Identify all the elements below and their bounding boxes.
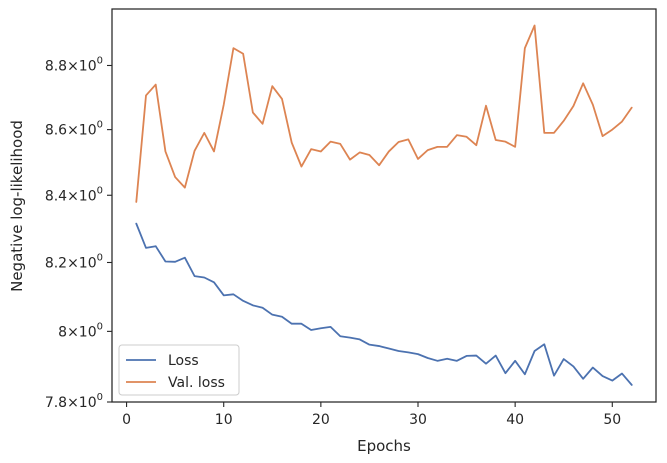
x-tick-label: 10	[215, 412, 233, 428]
x-axis-label: Epochs	[357, 437, 411, 455]
y-tick-label: 8.8×100	[45, 55, 103, 74]
x-tick-label: 20	[312, 412, 330, 428]
legend: Loss Val. loss	[118, 344, 240, 396]
x-axis: 0 10 20 30 40 50	[122, 402, 621, 428]
y-axis: 7.8×100 8×100 8.2×100 8.4×100 8.6×100 8.8×100	[45, 55, 112, 411]
x-tick-label: 30	[409, 412, 427, 428]
y-tick-label: 8.2×100	[45, 252, 103, 271]
series-layer	[135, 24, 633, 386]
x-tick-label: 0	[122, 412, 131, 428]
legend-label-loss: Loss	[168, 353, 199, 369]
x-tick-label: 40	[506, 412, 524, 428]
series-line-loss	[135, 222, 633, 386]
series-line-val-loss	[135, 24, 633, 203]
legend-label-val-loss: Val. loss	[168, 375, 225, 391]
y-tick-label: 8×100	[58, 321, 103, 340]
x-tick-label: 50	[603, 412, 621, 428]
y-axis-label: Negative log-likelihood	[8, 120, 26, 292]
y-tick-label: 8.4×100	[45, 185, 103, 204]
plot-frame	[111, 8, 657, 403]
y-tick-label: 7.8×100	[45, 392, 103, 411]
y-tick-label: 8.6×100	[45, 120, 103, 139]
